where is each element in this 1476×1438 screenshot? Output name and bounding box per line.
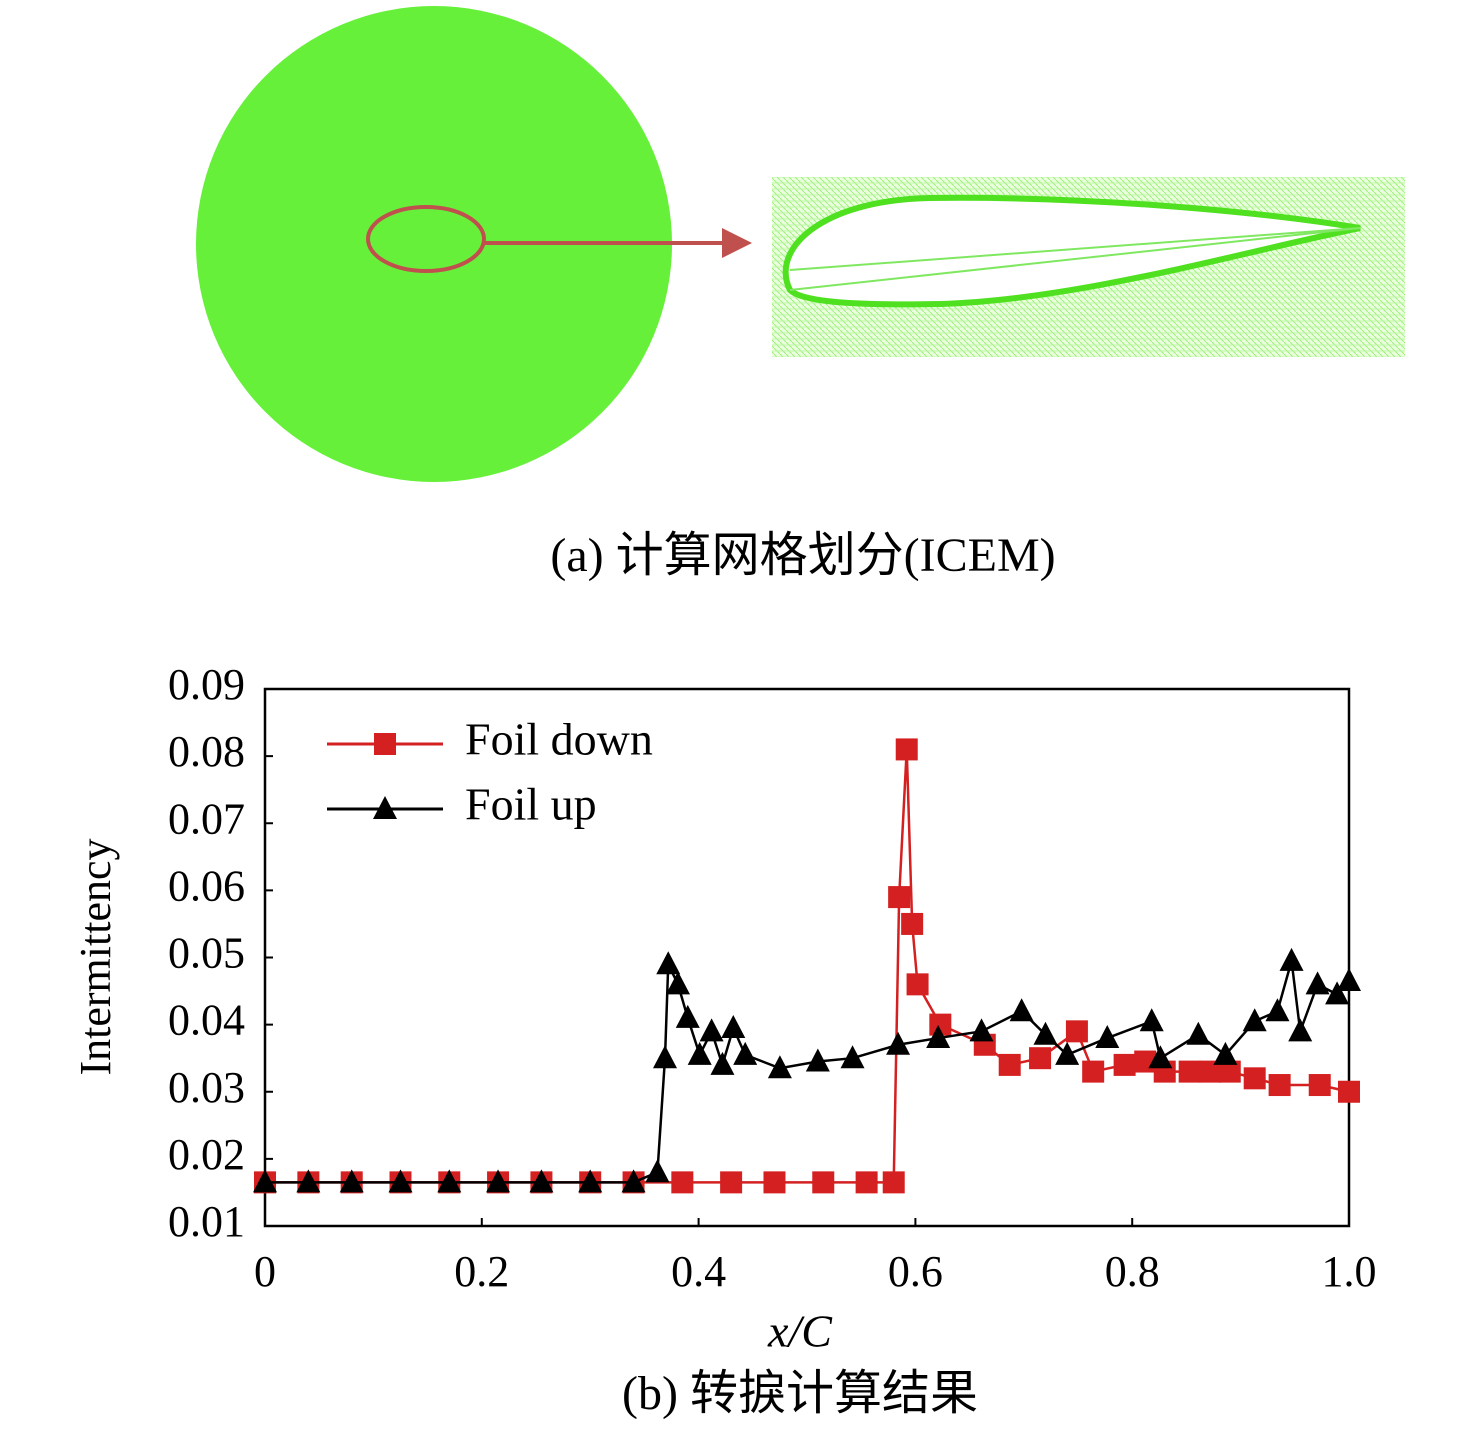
marker — [733, 1041, 758, 1065]
series-line — [265, 960, 1350, 1184]
marker — [998, 1053, 1021, 1076]
marker — [812, 1171, 835, 1194]
x-tick-label: 1.0 — [1322, 1247, 1377, 1296]
marker — [1113, 1053, 1136, 1076]
marker — [1095, 1025, 1120, 1049]
marker — [1033, 1021, 1058, 1045]
marker — [1199, 1060, 1222, 1083]
caption: (a) 计算网格划分(ICEM) — [550, 529, 1055, 582]
airfoil — [782, 194, 1361, 308]
y-tick-label: 0.04 — [168, 996, 245, 1045]
marker — [888, 886, 911, 909]
marker — [1082, 1060, 1105, 1083]
x-tick-label: 0.8 — [1105, 1247, 1160, 1296]
marker — [886, 1031, 911, 1055]
marker — [1305, 971, 1330, 995]
marker — [1325, 981, 1350, 1005]
x-tick-label: 0.4 — [671, 1247, 726, 1296]
legend-marker — [373, 796, 397, 819]
marker — [767, 1055, 792, 1079]
marker — [805, 1048, 830, 1072]
marker — [906, 973, 929, 996]
mesh-diagram: (a) 计算网格划分(ICEM) — [196, 6, 1405, 582]
marker — [1338, 1080, 1360, 1103]
y-axis-label: Intermittency — [71, 838, 120, 1075]
marker — [1337, 967, 1361, 991]
y-tick-label: 0.03 — [168, 1063, 245, 1112]
marker — [840, 1045, 865, 1069]
x-tick-label: 0.6 — [888, 1247, 943, 1296]
legend-label: Foil up — [465, 779, 597, 830]
y-tick-label: 0.01 — [168, 1197, 245, 1246]
y-tick-label: 0.06 — [168, 861, 245, 910]
mesh-line — [789, 227, 1361, 271]
marker — [1213, 1041, 1238, 1065]
marker — [1268, 1074, 1291, 1097]
legend-label: Foil down — [465, 714, 653, 765]
marker — [710, 1051, 735, 1075]
marker — [699, 1018, 724, 1042]
marker — [1243, 1067, 1266, 1090]
marker — [1009, 998, 1034, 1022]
marker — [339, 1169, 364, 1193]
marker — [1148, 1045, 1173, 1069]
x-axis-label: x/C — [767, 1306, 833, 1357]
marker — [656, 951, 681, 975]
marker — [1308, 1074, 1331, 1097]
marker — [388, 1169, 413, 1193]
marker — [578, 1169, 603, 1193]
marker — [253, 1169, 277, 1193]
marker — [1055, 1041, 1080, 1065]
y-tick-label: 0.02 — [168, 1130, 245, 1179]
marker — [1279, 947, 1304, 971]
y-tick-label: 0.09 — [168, 660, 245, 709]
marker — [1288, 1018, 1313, 1042]
marker — [687, 1041, 712, 1065]
arrow-head — [722, 228, 752, 258]
x-tick-label: 0 — [254, 1247, 276, 1296]
marker — [1186, 1021, 1211, 1045]
marker — [296, 1169, 321, 1193]
marker — [529, 1169, 554, 1193]
marker — [1139, 1008, 1164, 1032]
marker — [926, 1025, 951, 1049]
marker — [1178, 1060, 1201, 1083]
mesh-domain — [196, 6, 672, 482]
caption: (b) 转捩计算结果 — [622, 1367, 978, 1420]
marker — [929, 1013, 952, 1036]
marker — [652, 1045, 677, 1069]
marker — [763, 1171, 786, 1194]
series-line — [265, 749, 1350, 1184]
marker — [675, 1004, 700, 1028]
zoom-ellipse — [366, 205, 486, 273]
marker — [1029, 1047, 1052, 1070]
marker — [895, 738, 918, 761]
legend-marker — [374, 733, 396, 755]
marker — [621, 1169, 646, 1193]
marker — [969, 1018, 994, 1042]
marker — [1065, 1020, 1088, 1043]
marker — [720, 1171, 743, 1194]
marker — [1265, 998, 1290, 1022]
marker — [437, 1169, 462, 1193]
marker — [486, 1169, 511, 1193]
marker — [855, 1171, 878, 1194]
mesh-line — [789, 227, 1361, 291]
marker — [671, 1171, 694, 1194]
marker — [882, 1171, 905, 1194]
y-tick-label: 0.05 — [168, 929, 245, 978]
marker — [645, 1159, 670, 1183]
plot-frame — [263, 687, 1351, 1228]
y-tick-label: 0.07 — [168, 794, 245, 843]
y-tick-label: 0.08 — [168, 727, 245, 776]
x-tick-label: 0.2 — [454, 1247, 509, 1296]
marker — [901, 912, 924, 935]
marker — [1242, 1008, 1267, 1032]
marker — [666, 971, 691, 995]
marker — [721, 1014, 746, 1038]
marker — [1218, 1060, 1241, 1083]
